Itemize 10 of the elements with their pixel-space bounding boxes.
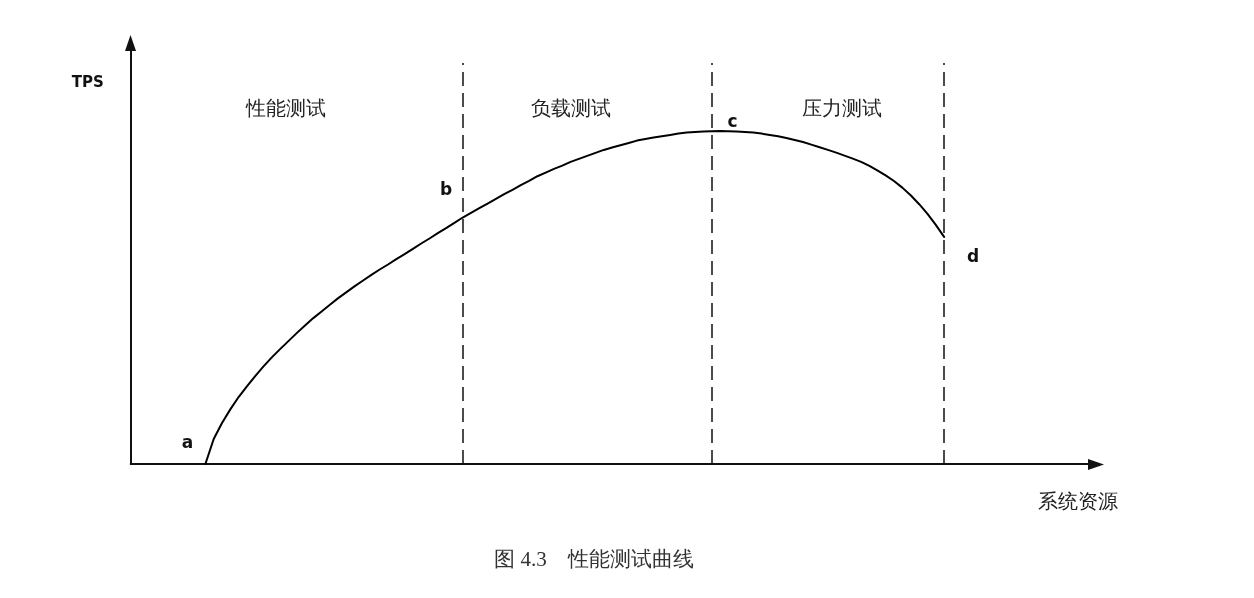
x-axis-title: 系统资源 xyxy=(1037,489,1118,513)
text: 图 4.3 性能测试曲线 xyxy=(494,546,694,571)
text: 负载测试 xyxy=(531,96,611,120)
annotation: a xyxy=(181,431,194,452)
text: 压力测试 xyxy=(802,96,882,120)
annotation: c xyxy=(727,111,738,131)
y-axis-title: TPS xyxy=(71,73,104,91)
text: 性能测试 xyxy=(245,96,326,120)
annotation: d xyxy=(966,246,980,266)
annotation: b xyxy=(439,179,453,199)
